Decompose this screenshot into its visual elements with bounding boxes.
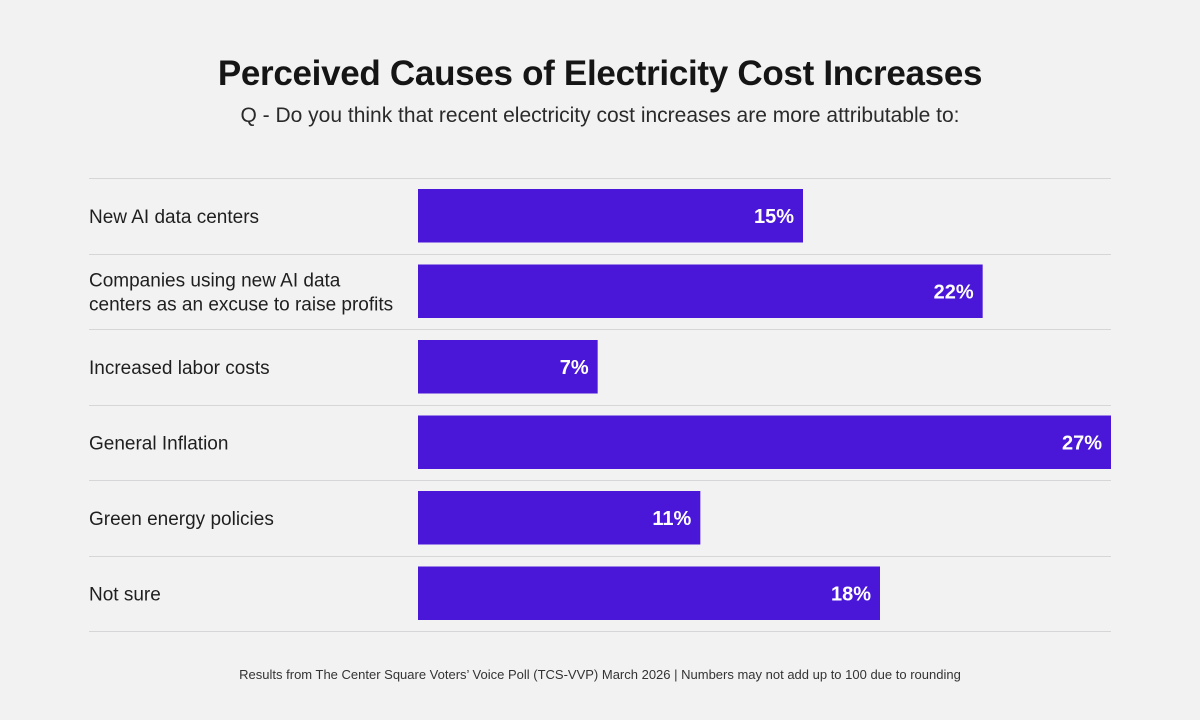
category-label: General Inflation — [89, 433, 228, 454]
chart-title: Perceived Causes of Electricity Cost Inc… — [217, 54, 983, 93]
value-label: 7% — [560, 357, 589, 379]
bar — [418, 340, 598, 394]
bar — [418, 491, 701, 545]
bar — [418, 264, 983, 318]
value-label: 11% — [652, 508, 691, 530]
category-label: Not sure — [89, 584, 161, 605]
bar — [418, 189, 803, 243]
value-label: 18% — [831, 583, 871, 605]
bar — [418, 415, 1111, 469]
category-label: Companies using new AI data — [89, 270, 341, 291]
value-label: 15% — [754, 206, 794, 228]
category-label: centers as an excuse to raise profits — [89, 294, 393, 315]
category-label: Increased labor costs — [89, 358, 270, 379]
value-label: 27% — [1062, 432, 1102, 454]
category-label: Green energy policies — [89, 509, 274, 530]
chart-subtitle: Q - Do you think that recent electricity… — [240, 104, 960, 127]
bar — [418, 566, 880, 620]
footnote: Results from The Center Square Voters’ V… — [239, 667, 961, 682]
category-label: New AI data centers — [89, 207, 259, 228]
value-label: 22% — [934, 281, 974, 303]
